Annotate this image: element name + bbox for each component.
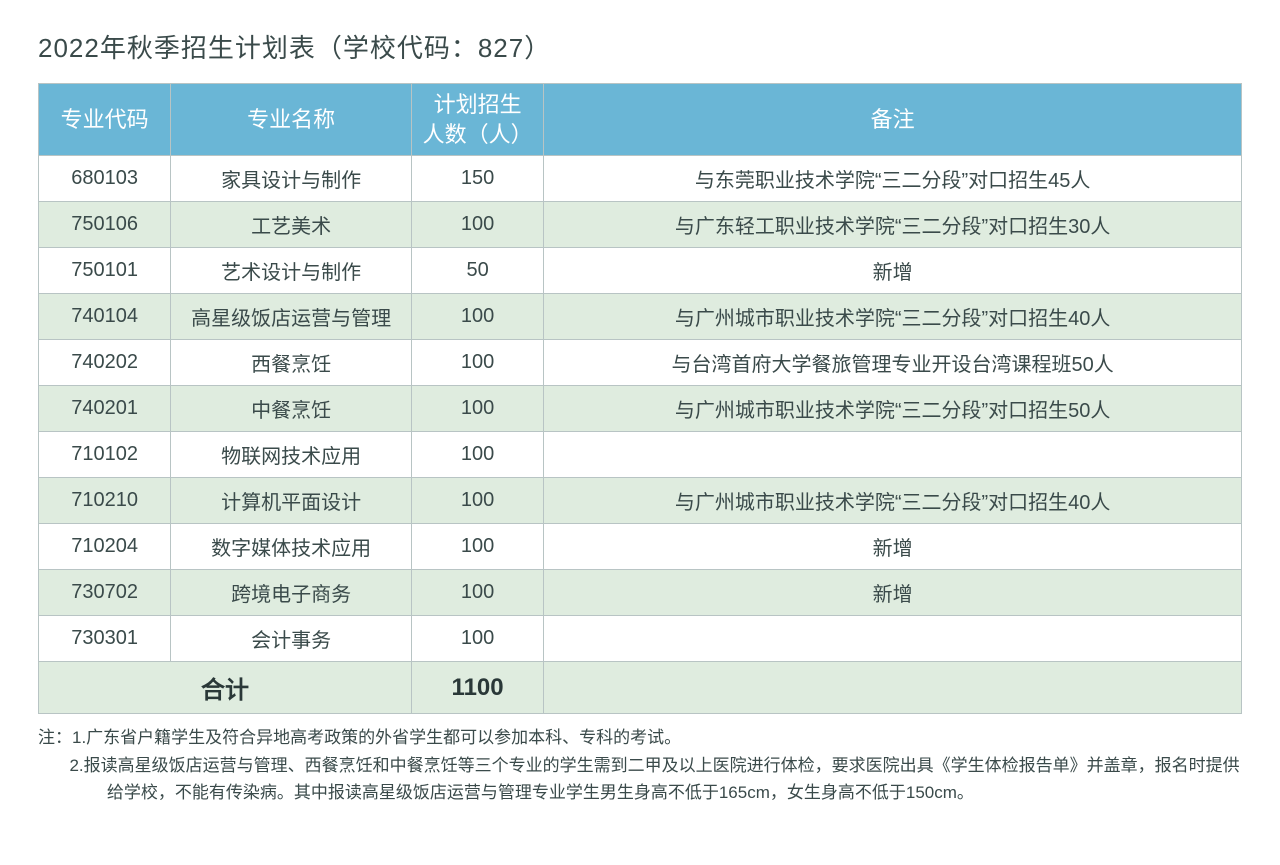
table-row: 730702跨境电子商务100新增 (39, 570, 1242, 616)
table-header-row: 专业代码 专业名称 计划招生人数（人） 备注 (39, 84, 1242, 156)
cell-name: 家具设计与制作 (171, 156, 412, 202)
cell-note (544, 616, 1242, 662)
cell-count: 100 (411, 202, 543, 248)
cell-code: 730301 (39, 616, 171, 662)
cell-note: 与台湾首府大学餐旅管理专业开设台湾课程班50人 (544, 340, 1242, 386)
cell-note: 与东莞职业技术学院“三二分段”对口招生45人 (544, 156, 1242, 202)
cell-name: 物联网技术应用 (171, 432, 412, 478)
cell-note: 新增 (544, 524, 1242, 570)
footnotes: 注： 1.广东省户籍学生及符合异地高考政策的外省学生都可以参加本科、专科的考试。… (38, 724, 1242, 806)
footnote-prefix: 注： (38, 724, 72, 751)
table-row: 750106工艺美术100与广东轻工职业技术学院“三二分段”对口招生30人 (39, 202, 1242, 248)
table-row: 740104高星级饭店运营与管理100与广州城市职业技术学院“三二分段”对口招生… (39, 294, 1242, 340)
cell-name: 数字媒体技术应用 (171, 524, 412, 570)
cell-name: 西餐烹饪 (171, 340, 412, 386)
footnote-item: 1.广东省户籍学生及符合异地高考政策的外省学生都可以参加本科、专科的考试。 (72, 724, 681, 751)
cell-name: 会计事务 (171, 616, 412, 662)
cell-code: 710210 (39, 478, 171, 524)
cell-count: 150 (411, 156, 543, 202)
cell-code: 740201 (39, 386, 171, 432)
col-header-code: 专业代码 (39, 84, 171, 156)
cell-note: 新增 (544, 248, 1242, 294)
cell-count: 100 (411, 386, 543, 432)
total-label: 合计 (39, 662, 412, 714)
cell-code: 750106 (39, 202, 171, 248)
cell-code: 710204 (39, 524, 171, 570)
cell-count: 50 (411, 248, 543, 294)
table-total-row: 合计1100 (39, 662, 1242, 714)
table-row: 680103家具设计与制作150与东莞职业技术学院“三二分段”对口招生45人 (39, 156, 1242, 202)
cell-name: 工艺美术 (171, 202, 412, 248)
cell-note: 与广州城市职业技术学院“三二分段”对口招生40人 (544, 478, 1242, 524)
cell-count: 100 (411, 570, 543, 616)
total-count: 1100 (411, 662, 543, 714)
col-header-note: 备注 (544, 84, 1242, 156)
table-row: 730301会计事务100 (39, 616, 1242, 662)
cell-count: 100 (411, 340, 543, 386)
cell-count: 100 (411, 294, 543, 340)
cell-note: 与广州城市职业技术学院“三二分段”对口招生50人 (544, 386, 1242, 432)
cell-note (544, 432, 1242, 478)
table-row: 740202西餐烹饪100与台湾首府大学餐旅管理专业开设台湾课程班50人 (39, 340, 1242, 386)
cell-code: 740104 (39, 294, 171, 340)
cell-count: 100 (411, 524, 543, 570)
cell-code: 680103 (39, 156, 171, 202)
total-blank (544, 662, 1242, 714)
table-row: 710102物联网技术应用100 (39, 432, 1242, 478)
cell-count: 100 (411, 432, 543, 478)
enrollment-plan-table: 专业代码 专业名称 计划招生人数（人） 备注 680103家具设计与制作150与… (38, 83, 1242, 714)
cell-name: 中餐烹饪 (171, 386, 412, 432)
table-row: 710210计算机平面设计100与广州城市职业技术学院“三二分段”对口招生40人 (39, 478, 1242, 524)
col-header-count: 计划招生人数（人） (411, 84, 543, 156)
cell-count: 100 (411, 616, 543, 662)
table-row: 710204数字媒体技术应用100新增 (39, 524, 1242, 570)
cell-name: 艺术设计与制作 (171, 248, 412, 294)
page-title: 2022年秋季招生计划表（学校代码：827） (38, 28, 1242, 65)
cell-note: 与广东轻工职业技术学院“三二分段”对口招生30人 (544, 202, 1242, 248)
cell-name: 高星级饭店运营与管理 (171, 294, 412, 340)
table-row: 740201中餐烹饪100与广州城市职业技术学院“三二分段”对口招生50人 (39, 386, 1242, 432)
cell-code: 710102 (39, 432, 171, 478)
cell-note: 新增 (544, 570, 1242, 616)
cell-name: 计算机平面设计 (171, 478, 412, 524)
cell-code: 750101 (39, 248, 171, 294)
col-header-name: 专业名称 (171, 84, 412, 156)
cell-note: 与广州城市职业技术学院“三二分段”对口招生40人 (544, 294, 1242, 340)
table-row: 750101艺术设计与制作50新增 (39, 248, 1242, 294)
cell-name: 跨境电子商务 (171, 570, 412, 616)
footnote-item: 2.报读高星级饭店运营与管理、西餐烹饪和中餐烹饪等三个专业的学生需到二甲及以上医… (38, 752, 1242, 806)
cell-code: 740202 (39, 340, 171, 386)
cell-code: 730702 (39, 570, 171, 616)
cell-count: 100 (411, 478, 543, 524)
